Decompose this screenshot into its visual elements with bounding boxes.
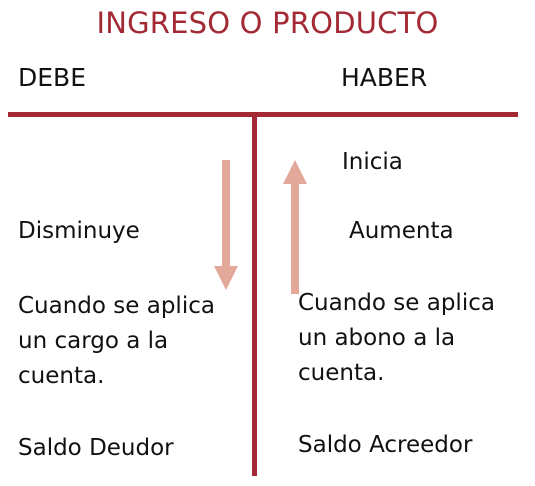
- haber-balance-label: Saldo Acreedor: [298, 432, 473, 458]
- debe-description-line: cuenta.: [18, 363, 105, 389]
- haber-description-line: Cuando se aplica: [298, 290, 495, 316]
- debe-header: DEBE: [18, 63, 86, 92]
- haber-header: HABER: [341, 63, 428, 92]
- up-arrow-icon: [283, 160, 307, 294]
- haber-description: Cuando se aplica un abono a la cuenta.: [298, 286, 518, 391]
- debe-balance-label: Saldo Deudor: [18, 435, 174, 461]
- page-title: INGRESO O PRODUCTO: [96, 6, 439, 40]
- debe-description-line: Cuando se aplica: [18, 293, 215, 319]
- debe-movement-label: Disminuye: [18, 218, 140, 244]
- t-account-horizontal-line: [8, 112, 518, 117]
- haber-description-line: un abono a la: [298, 325, 456, 351]
- debe-description: Cuando se aplica un cargo a la cuenta.: [18, 289, 238, 394]
- debe-description-line: un cargo a la: [18, 328, 169, 354]
- haber-start-label: Inicia: [342, 149, 403, 175]
- haber-description-line: cuenta.: [298, 360, 385, 386]
- haber-movement-label: Aumenta: [349, 218, 454, 244]
- down-arrow-icon: [214, 160, 238, 290]
- t-account-vertical-line: [252, 112, 257, 476]
